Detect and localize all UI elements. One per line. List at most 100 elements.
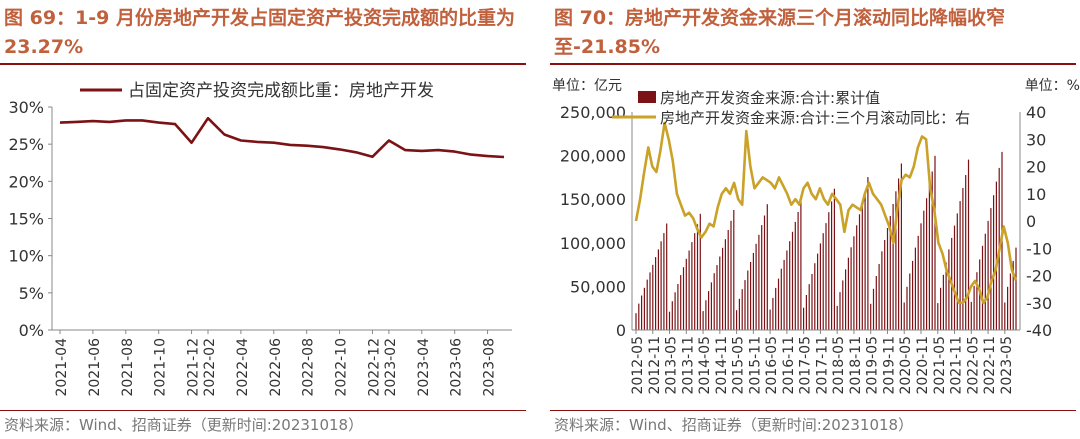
- right-bar: [967, 159, 970, 330]
- right-y-left-tick-label: 200,000: [560, 147, 626, 166]
- left-x-tick-label: 2022-06: [268, 338, 284, 397]
- right-bar: [861, 202, 863, 330]
- right-bar: [752, 252, 754, 330]
- right-bar: [766, 204, 768, 330]
- right-bar: [744, 280, 746, 330]
- right-bar: [981, 245, 984, 330]
- right-top-rule: [550, 63, 1076, 65]
- right-x-tick-label: 2022-11: [982, 336, 998, 395]
- right-bar: [870, 303, 872, 330]
- right-bar: [1015, 247, 1017, 330]
- right-x-tick-label: 2017-05: [798, 336, 814, 395]
- right-bar: [819, 243, 821, 330]
- left-x-tick-label: 2022-02: [202, 338, 218, 397]
- left-x-tick-label: 2021-12: [186, 338, 202, 397]
- right-bar: [649, 272, 651, 330]
- right-bar: [850, 247, 852, 330]
- right-bar: [638, 303, 640, 330]
- right-y-right-tick-label: -10: [1026, 239, 1052, 258]
- right-y-left-tick-label: 250,000: [560, 103, 626, 122]
- right-x-tick-label: 2016-11: [781, 336, 797, 395]
- right-bar: [797, 212, 799, 330]
- right-bar: [722, 247, 724, 330]
- right-bar: [696, 224, 699, 330]
- right-bar: [808, 284, 810, 330]
- left-y-tick-label: 20%: [8, 172, 44, 191]
- right-bar: [965, 175, 967, 330]
- right-bar: [847, 257, 849, 330]
- right-bar: [970, 301, 972, 330]
- right-bar: [671, 301, 673, 330]
- right-bar: [741, 289, 743, 330]
- right-bar: [789, 241, 791, 330]
- right-bar: [780, 268, 782, 330]
- right-chart-svg: 0 50,000 100,000 150,000 200,000 250,000 40 30 2…: [552, 78, 1080, 395]
- right-bar: [984, 233, 986, 330]
- left-bottom-rule: [0, 410, 526, 411]
- right-bar: [705, 300, 707, 330]
- right-bar: [657, 249, 659, 330]
- right-y-right-tick-label: 20: [1026, 158, 1046, 177]
- right-bar: [708, 291, 710, 330]
- right-bar: [800, 200, 802, 330]
- right-bar: [674, 292, 676, 330]
- right-bar: [973, 285, 975, 330]
- right-bar: [831, 201, 833, 330]
- right-bar: [917, 235, 919, 330]
- left-x-tick-label: 2021-10: [153, 338, 169, 397]
- right-x-tick-label: 2023-05: [999, 336, 1015, 395]
- right-bar: [881, 251, 883, 330]
- right-x-tick-label: 2015-05: [731, 336, 747, 395]
- right-bar: [886, 228, 889, 330]
- right-bar: [685, 258, 687, 330]
- right-bar: [884, 240, 886, 330]
- right-bar: [655, 257, 657, 330]
- right-bar: [833, 188, 835, 330]
- right-bar: [1012, 260, 1014, 330]
- right-x-tick-label: 2014-11: [714, 336, 730, 395]
- left-source-note: 资料来源：Wind、招商证券（更新时间:20231018）: [4, 416, 364, 434]
- right-bar: [710, 282, 712, 330]
- right-bar: [875, 276, 877, 330]
- left-y-tick-label: 10%: [8, 247, 44, 266]
- right-bar: [724, 239, 726, 330]
- right-bar: [775, 287, 777, 330]
- right-x-tick-label: 2015-11: [747, 336, 763, 395]
- right-bar: [953, 225, 956, 330]
- right-bar: [668, 311, 671, 330]
- right-bar: [937, 303, 939, 330]
- right-x-tick-label: 2013-11: [680, 336, 696, 395]
- right-x-tick-label: 2017-11: [814, 336, 830, 395]
- right-bar: [1007, 286, 1009, 330]
- right-bar: [828, 212, 830, 330]
- left-x-tick-label: 2023-06: [449, 338, 465, 397]
- right-bar: [836, 305, 838, 330]
- right-y-right-tick-label: 10: [1026, 185, 1046, 204]
- left-x-tick-label: 2023-04: [416, 338, 432, 397]
- right-bar: [680, 275, 682, 330]
- right-source-note: 资料来源：Wind、招商证券（更新时间:20231018）: [554, 416, 914, 434]
- right-bar: [803, 307, 805, 330]
- left-chart-panel: 图 69：1-9 月份房地产开发占固定资产投资完成额的比重为 23.27% 0%…: [0, 0, 530, 439]
- right-bar: [769, 309, 771, 330]
- left-y-tick-label: 30%: [8, 98, 44, 117]
- right-bar: [867, 177, 869, 330]
- right-series-line: [634, 121, 1018, 305]
- right-bar: [878, 264, 880, 330]
- right-chart-title: 图 70：房地产开发资金来源三个月滚动同比降幅收窄至-21.85%: [554, 7, 1006, 58]
- right-bar: [750, 262, 752, 330]
- right-unit-right: 单位：%: [1025, 78, 1080, 94]
- right-bar: [839, 292, 841, 330]
- right-x-tick-label: 2012-11: [647, 336, 663, 395]
- right-bar: [864, 190, 866, 330]
- right-bar: [783, 259, 785, 330]
- right-bar: [934, 155, 936, 330]
- right-bar: [758, 234, 760, 330]
- left-x-tick-label: 2023-02: [383, 338, 399, 397]
- right-bar: [993, 195, 995, 330]
- left-chart-title: 图 69：1-9 月份房地产开发占固定资产投资完成额的比重为 23.27%: [4, 7, 515, 58]
- right-bar: [736, 310, 738, 330]
- right-bar: [727, 230, 729, 330]
- right-bar: [906, 286, 908, 330]
- right-bar: [682, 267, 685, 330]
